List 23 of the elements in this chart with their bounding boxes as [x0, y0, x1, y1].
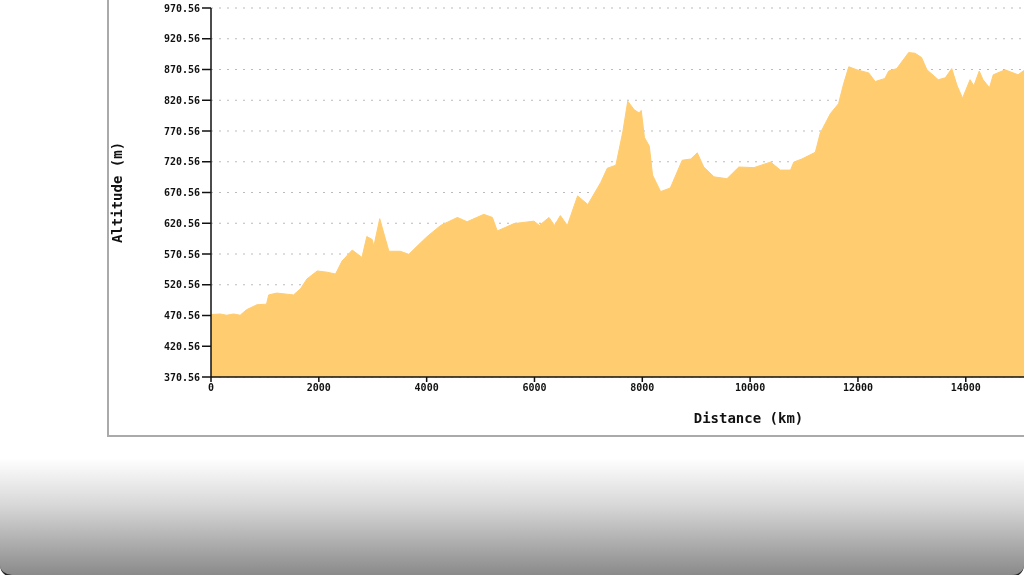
- x-tick-label: 4000: [414, 382, 439, 394]
- x-tick-label: 0: [207, 382, 215, 394]
- y-tick-label: 370.56: [163, 371, 200, 383]
- x-tick-label: 14000: [950, 382, 981, 394]
- x-tick-label: 8000: [630, 382, 655, 394]
- y-tick-label: 470.56: [163, 310, 200, 322]
- y-tick-label: 770.56: [163, 125, 200, 137]
- y-tick-label: 670.56: [163, 187, 200, 199]
- y-tick-label: 820.56: [163, 94, 200, 106]
- y-tick-label: 870.56: [163, 64, 200, 76]
- x-tick-label: 6000: [522, 382, 547, 394]
- y-tick-label: 620.56: [163, 217, 200, 229]
- y-tick-label: 920.56: [163, 33, 200, 45]
- y-tick-label: 520.56: [163, 279, 200, 291]
- y-tick-label: 420.56: [163, 340, 200, 352]
- x-axis-title: Distance (km): [693, 410, 804, 426]
- x-tick-label: 12000: [842, 382, 873, 394]
- x-tick-label: 2000: [306, 382, 331, 394]
- y-tick-label: 570.56: [163, 248, 200, 260]
- x-tick-label: 10000: [735, 382, 766, 394]
- y-tick-label: 970.56: [163, 2, 200, 14]
- y-tick-label: 720.56: [163, 156, 200, 168]
- y-axis-title: Altitude (m): [108, 141, 125, 244]
